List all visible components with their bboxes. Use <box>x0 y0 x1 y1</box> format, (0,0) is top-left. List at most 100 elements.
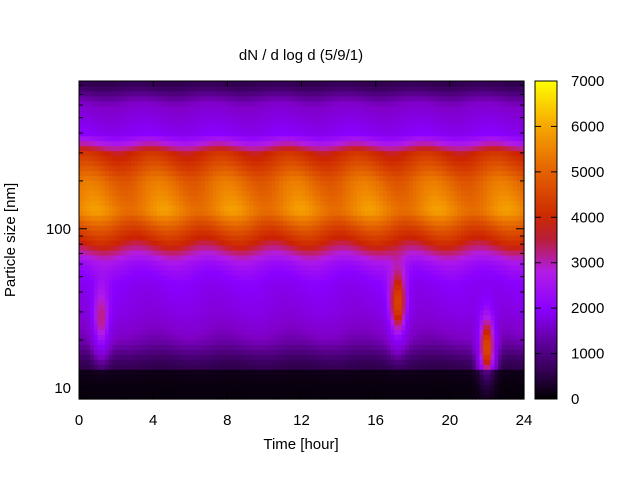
heatmap-cell <box>334 339 340 345</box>
heatmap-cell <box>112 190 117 196</box>
heatmap-cell <box>190 190 195 196</box>
heatmap-cell <box>123 279 128 286</box>
heatmap-cell <box>86 349 91 355</box>
heatmap-cell <box>101 180 106 186</box>
heatmap-cell <box>364 264 369 271</box>
heatmap-cell <box>253 324 258 331</box>
heatmap-cell <box>168 344 173 350</box>
heatmap-cell <box>305 309 310 316</box>
heatmap-cell <box>316 244 321 251</box>
heatmap-cell <box>297 100 303 107</box>
heatmap-cell <box>245 294 251 301</box>
heatmap-cell <box>282 220 288 226</box>
heatmap-cell <box>316 95 321 102</box>
heatmap-cell <box>82 230 88 236</box>
heatmap-cell <box>305 259 310 266</box>
heatmap-cell <box>104 215 110 221</box>
heatmap-cell <box>327 190 332 196</box>
heatmap-cell <box>338 394 343 400</box>
heatmap-cell <box>245 130 251 137</box>
heatmap-cell <box>112 374 117 380</box>
heatmap-cell <box>149 324 154 331</box>
heatmap-cell <box>271 215 277 221</box>
heatmap-cell <box>327 379 332 385</box>
heatmap-cell <box>294 165 299 172</box>
heatmap-cell <box>171 170 177 177</box>
heatmap-cell <box>316 259 321 266</box>
heatmap-cell <box>245 100 251 107</box>
heatmap-cell <box>79 304 84 311</box>
heatmap-cell <box>305 185 310 191</box>
heatmap-cell <box>323 289 329 296</box>
heatmap-cell <box>201 394 206 400</box>
heatmap-cell <box>112 175 117 181</box>
heatmap-cell <box>182 319 188 326</box>
heatmap-cell <box>201 220 206 226</box>
heatmap-cell <box>320 175 325 181</box>
heatmap-cell <box>164 195 169 201</box>
heatmap-cell <box>275 160 280 167</box>
heatmap-cell <box>171 240 177 246</box>
heatmap-cell <box>149 384 154 390</box>
heatmap-cell <box>294 120 299 127</box>
heatmap-cell <box>186 110 191 117</box>
heatmap-cell <box>208 235 214 241</box>
heatmap-cell <box>149 274 154 281</box>
heatmap-cell <box>238 145 243 152</box>
heatmap-cell <box>223 389 228 395</box>
heatmap-cell <box>294 314 299 321</box>
heatmap-cell <box>249 254 254 261</box>
heatmap-cell <box>90 90 95 97</box>
heatmap-cell <box>171 394 177 400</box>
heatmap-cell <box>93 269 99 276</box>
heatmap-cell <box>346 254 351 261</box>
heatmap-cell <box>153 349 158 355</box>
heatmap-cell <box>197 230 202 236</box>
heatmap-cell <box>179 344 184 350</box>
heatmap-cell <box>208 269 214 276</box>
heatmap-cell <box>130 369 136 375</box>
heatmap-cell <box>271 165 277 172</box>
heatmap-cell <box>142 225 147 231</box>
heatmap-cell <box>145 314 151 321</box>
heatmap-cell <box>164 314 169 321</box>
heatmap-cell <box>134 230 139 236</box>
heatmap-cell <box>197 185 202 191</box>
heatmap-cell <box>242 115 247 122</box>
heatmap-cell <box>82 244 88 251</box>
heatmap-cell <box>316 155 321 162</box>
heatmap-cell <box>168 100 173 107</box>
heatmap-cell <box>104 200 110 206</box>
heatmap-cell <box>357 195 362 201</box>
heatmap-cell <box>168 210 173 216</box>
heatmap-cell <box>134 379 139 385</box>
heatmap-cell <box>164 190 169 196</box>
heatmap-cell <box>242 165 247 172</box>
heatmap-cell <box>153 235 158 241</box>
heatmap-cell <box>93 220 99 226</box>
heatmap-cell <box>282 294 288 301</box>
heatmap-cell <box>312 254 317 261</box>
heatmap-cell <box>86 279 91 286</box>
heatmap-cell <box>142 344 147 350</box>
heatmap-cell <box>331 190 336 196</box>
heatmap-cell <box>205 289 210 296</box>
heatmap-cell <box>297 170 303 177</box>
heatmap-cell <box>119 200 125 206</box>
heatmap-cell <box>268 284 273 291</box>
heatmap-cell <box>145 299 151 306</box>
heatmap-cell <box>82 354 88 360</box>
heatmap-cell <box>338 155 343 162</box>
heatmap-cell <box>168 115 173 122</box>
heatmap-cell <box>364 110 369 117</box>
heatmap-cell <box>212 394 217 400</box>
heatmap-cell <box>101 215 106 221</box>
heatmap-cell <box>101 240 106 246</box>
heatmap-cell <box>234 294 240 301</box>
heatmap-cell <box>308 120 314 127</box>
heatmap-cell <box>323 110 329 117</box>
heatmap-cell <box>323 200 329 206</box>
heatmap-cell <box>186 190 191 196</box>
heatmap-cell <box>164 220 169 226</box>
heatmap-cell <box>334 185 340 191</box>
